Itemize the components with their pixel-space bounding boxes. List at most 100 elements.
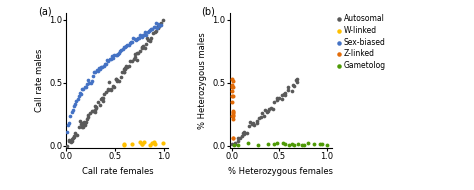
Point	[78, 126, 86, 129]
Point	[120, 68, 128, 71]
Point	[133, 38, 141, 41]
Point	[110, 53, 118, 56]
Point	[118, 70, 126, 73]
Point	[147, 27, 155, 30]
Point	[150, 141, 158, 144]
Point	[290, 84, 297, 87]
Point	[91, 70, 98, 73]
Point	[228, 95, 236, 98]
Point	[228, 114, 236, 117]
Point	[64, 123, 72, 126]
Point	[316, 143, 324, 146]
Point	[110, 85, 118, 88]
Point	[68, 139, 75, 142]
Point	[113, 54, 120, 57]
Point	[294, 77, 301, 80]
Point	[79, 88, 86, 91]
Point	[265, 108, 273, 111]
Point	[106, 58, 113, 61]
Point	[275, 96, 283, 99]
Point	[117, 50, 124, 53]
Point	[229, 118, 237, 121]
Point	[95, 66, 103, 70]
Point	[131, 37, 138, 40]
Point	[128, 40, 136, 43]
Point	[140, 141, 147, 144]
Point	[115, 79, 123, 82]
Point	[273, 142, 281, 145]
Point	[280, 92, 288, 95]
Point	[114, 78, 121, 81]
Point	[146, 38, 154, 41]
Point	[134, 37, 142, 40]
Point	[84, 79, 92, 82]
Legend: Autosomal, W-linked, Sex-biased, Z-linked, Gametolog: Autosomal, W-linked, Sex-biased, Z-linke…	[337, 14, 386, 70]
Point	[228, 101, 236, 104]
Point	[121, 66, 128, 69]
Point	[96, 103, 103, 106]
Point	[77, 123, 84, 126]
Point	[229, 111, 237, 114]
Point	[128, 143, 136, 146]
Point	[228, 77, 236, 80]
Point	[290, 85, 298, 88]
Point	[229, 109, 237, 112]
Point	[152, 29, 160, 32]
Point	[131, 52, 138, 55]
Point	[75, 126, 82, 129]
Point	[229, 86, 237, 89]
Point	[100, 65, 108, 68]
Point	[67, 115, 74, 118]
Point	[132, 38, 139, 41]
Y-axis label: % Heterozygous males: % Heterozygous males	[198, 32, 207, 129]
Point	[104, 87, 111, 90]
Point	[255, 116, 263, 119]
Point	[80, 126, 87, 129]
Point	[234, 136, 241, 139]
Point	[102, 91, 110, 94]
Point	[103, 59, 111, 62]
Point	[127, 60, 134, 63]
Point	[112, 54, 119, 57]
X-axis label: Call rate females: Call rate females	[82, 167, 153, 176]
Point	[122, 64, 129, 67]
Point	[156, 22, 164, 25]
Point	[120, 143, 128, 146]
Point	[254, 121, 261, 124]
Point	[115, 51, 123, 55]
Point	[263, 110, 270, 113]
Point	[126, 41, 134, 44]
Point	[131, 56, 139, 59]
Point	[82, 121, 90, 124]
Point	[278, 93, 286, 96]
Point	[91, 71, 99, 74]
Point	[75, 95, 82, 98]
Point	[81, 122, 89, 125]
Point	[323, 144, 331, 147]
Point	[281, 92, 289, 95]
Point	[125, 64, 133, 67]
Point	[65, 121, 73, 124]
Point	[107, 58, 115, 61]
Point	[77, 93, 85, 96]
Point	[114, 79, 121, 82]
Point	[83, 82, 91, 86]
Point	[154, 26, 162, 29]
Point	[143, 37, 150, 40]
Point	[279, 142, 287, 145]
Point	[239, 132, 247, 135]
Point	[80, 87, 87, 90]
Point	[257, 115, 265, 118]
Point	[99, 99, 107, 102]
Point	[246, 120, 254, 123]
Point	[146, 28, 154, 31]
Point	[258, 112, 265, 115]
Point	[298, 143, 306, 146]
Point	[129, 36, 137, 39]
Point	[102, 62, 110, 65]
Point	[86, 81, 93, 84]
Point	[278, 97, 286, 100]
Point	[284, 86, 292, 89]
Point	[74, 98, 82, 101]
Point	[290, 144, 298, 147]
